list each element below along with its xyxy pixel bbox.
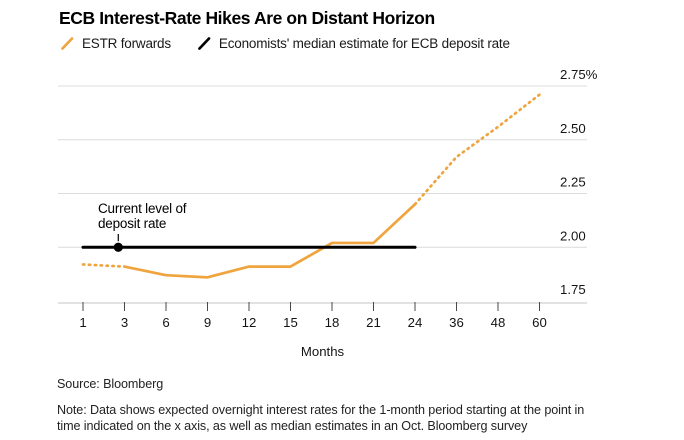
x-tick-label: 18 xyxy=(325,315,340,330)
chart-title: ECB Interest-Rate Hikes Are on Distant H… xyxy=(59,8,435,28)
footnote-line-1: Note: Data shows expected overnight inte… xyxy=(57,403,585,417)
footnote-line-2: time indicated on the x axis, as well as… xyxy=(57,418,528,433)
legend-item-median-estimate: Economists' median estimate for ECB depo… xyxy=(197,36,510,51)
slash-icon xyxy=(198,37,211,50)
series-line-estr-forwards xyxy=(123,202,417,279)
annotation-current-level: Current level of deposit rate xyxy=(98,201,187,231)
annotation-dot xyxy=(113,242,123,252)
y-tick-label: 2.00 xyxy=(560,228,586,243)
x-tick-label: 15 xyxy=(283,315,298,330)
footnote: Note: Data shows expected overnight inte… xyxy=(57,403,584,434)
x-tick-label: 48 xyxy=(491,315,506,330)
legend: ESTR forwards Economists' median estimat… xyxy=(60,36,510,51)
legend-label: Economists' median estimate for ECB depo… xyxy=(218,36,510,51)
x-tick-label: 21 xyxy=(366,315,381,330)
series-line-estr-forwards xyxy=(413,93,541,206)
x-tick-label: 12 xyxy=(242,315,257,330)
x-axis-title: Months xyxy=(301,344,345,359)
source-text: Source: Bloomberg xyxy=(57,377,164,391)
slash-icon-stroke xyxy=(61,37,74,50)
y-tick-label: 2.50 xyxy=(560,121,586,136)
y-tick-label: 1.75 xyxy=(560,282,586,297)
x-tick-label: 36 xyxy=(449,315,464,330)
x-tick-label: 1 xyxy=(79,315,86,330)
annotation-line-1: Current level of xyxy=(98,201,187,216)
slash-icon-stroke xyxy=(198,37,211,50)
y-tick-label: 2.75% xyxy=(560,67,598,82)
legend-item-estr-forwards: ESTR forwards xyxy=(60,36,171,51)
x-tick-label: 60 xyxy=(532,315,547,330)
slash-icon xyxy=(61,37,74,50)
x-tick-label: 3 xyxy=(121,315,128,330)
y-tick-label: 2.25 xyxy=(560,175,586,190)
x-tick-label: 9 xyxy=(204,315,211,330)
x-tick-label: 6 xyxy=(162,315,169,330)
annotation-line-2: deposit rate xyxy=(98,216,167,231)
legend-label: ESTR forwards xyxy=(82,36,171,51)
x-tick-label: 24 xyxy=(408,315,423,330)
series-line-estr-forwards xyxy=(81,263,126,268)
